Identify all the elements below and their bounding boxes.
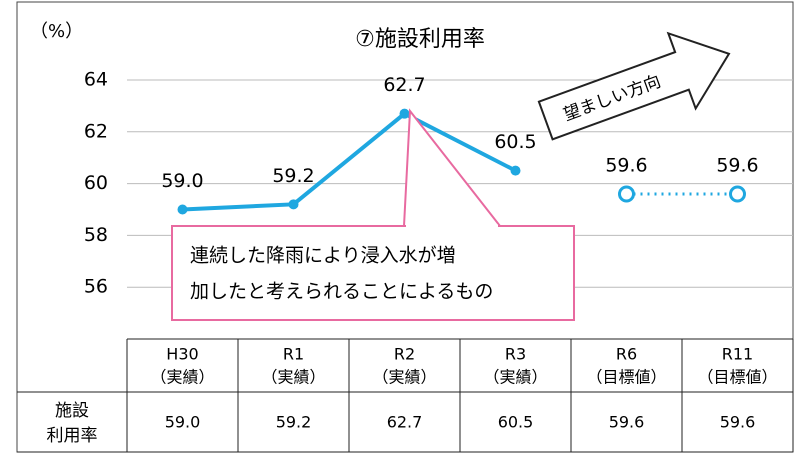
data-label: 59.0 xyxy=(161,170,203,192)
x-tick-label: R2 xyxy=(394,345,415,364)
x-tick-label: H30 xyxy=(166,345,198,364)
data-label: 59.2 xyxy=(272,165,314,187)
callout-text: 加したと考えられることによるもの xyxy=(190,281,493,303)
arrow-shape xyxy=(537,31,731,141)
direction-arrow: 望ましい方向 xyxy=(537,31,731,141)
y-tick-label: 64 xyxy=(84,69,108,91)
table-cell: 60.5 xyxy=(498,413,534,432)
y-tick-label: 58 xyxy=(84,224,108,246)
x-tick-label: R11 xyxy=(722,345,753,364)
row-header: 施設 xyxy=(55,401,89,421)
row-header: 利用率 xyxy=(47,426,98,446)
table-cell: 62.7 xyxy=(387,413,423,432)
x-tick-sublabel: （実績） xyxy=(150,368,214,387)
x-tick-label: R6 xyxy=(616,345,637,364)
x-tick-sublabel: （目標値） xyxy=(697,368,777,387)
data-label: 62.7 xyxy=(383,74,425,96)
marker xyxy=(177,204,188,215)
callout-box xyxy=(171,225,575,321)
marker xyxy=(399,108,410,119)
marker xyxy=(729,185,746,203)
data-label: 59.6 xyxy=(605,154,647,176)
table-cell: 59.2 xyxy=(276,413,312,432)
callout-text: 連続した降雨により浸入水が増 xyxy=(190,245,456,267)
data-label: 60.5 xyxy=(494,131,536,153)
x-tick-sublabel: （実績） xyxy=(483,368,547,387)
marker xyxy=(288,199,299,210)
chart-title: ⑦施設利用率 xyxy=(355,27,485,52)
x-tick-sublabel: （目標値） xyxy=(586,368,666,387)
callout-pointer xyxy=(402,108,503,227)
table-cell: 59.0 xyxy=(165,413,201,432)
marker xyxy=(618,185,635,203)
data-label: 59.6 xyxy=(716,154,758,176)
y-axis-label: （%） xyxy=(30,21,83,42)
x-tick-label: R3 xyxy=(505,345,526,364)
marker xyxy=(510,165,521,176)
y-tick-label: 60 xyxy=(84,172,108,194)
table-cell: 59.6 xyxy=(609,413,645,432)
table-cell: 59.6 xyxy=(720,413,756,432)
x-tick-sublabel: （実績） xyxy=(261,368,325,387)
x-tick-label: R1 xyxy=(283,345,304,364)
x-tick-sublabel: （実績） xyxy=(372,368,436,387)
series-line xyxy=(182,111,517,212)
y-tick-label: 62 xyxy=(84,120,108,142)
y-tick-label: 56 xyxy=(84,276,108,298)
